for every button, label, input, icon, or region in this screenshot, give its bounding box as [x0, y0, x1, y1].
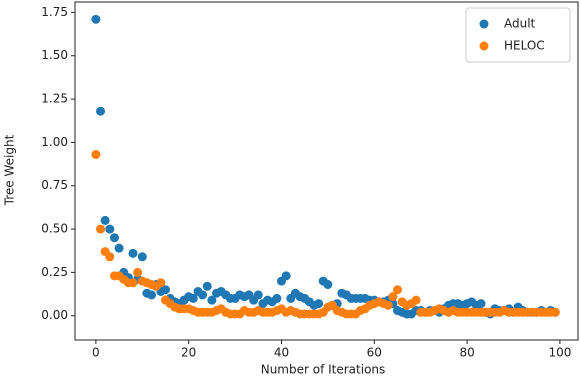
point [272, 293, 282, 303]
point [411, 295, 421, 305]
x-tick-label: 0 [92, 346, 100, 360]
point [96, 224, 106, 234]
point [383, 300, 393, 310]
y-tick-label: 1.00 [41, 135, 68, 149]
point [156, 278, 166, 288]
point [207, 295, 217, 305]
y-tick-label: 0.75 [41, 178, 68, 192]
point [202, 281, 212, 291]
y-tick-label: 1.50 [41, 48, 68, 62]
legend-box [465, 7, 571, 63]
point [388, 292, 398, 302]
legend-marker [479, 41, 489, 51]
point [100, 215, 110, 225]
point [133, 267, 143, 277]
x-tick-label: 40 [274, 346, 289, 360]
y-tick-label: 0.25 [41, 265, 68, 279]
x-tick-label: 100 [548, 346, 571, 360]
point [198, 290, 208, 300]
point [281, 271, 291, 281]
point [114, 243, 124, 253]
point [137, 252, 147, 262]
legend-label: Adult [504, 17, 536, 31]
point [160, 285, 170, 295]
y-tick-label: 0.00 [41, 308, 68, 322]
point [105, 224, 115, 234]
point [128, 278, 138, 288]
point [109, 233, 119, 243]
point [105, 252, 115, 262]
point [323, 280, 333, 290]
point [91, 14, 101, 24]
point [476, 299, 486, 309]
point [550, 307, 560, 317]
point [147, 290, 157, 300]
point [253, 290, 263, 300]
x-tick-label: 20 [181, 346, 196, 360]
plot-frame [74, 1, 579, 341]
legend-label: HELOC [504, 39, 545, 53]
y-tick-label: 0.50 [41, 222, 68, 236]
x-tick-label: 80 [459, 346, 474, 360]
y-axis-label: Tree Weight [3, 134, 17, 206]
point [91, 150, 101, 160]
point [96, 106, 106, 116]
x-tick-label: 60 [367, 346, 382, 360]
point [188, 293, 198, 303]
point [128, 248, 138, 258]
y-tick-label: 1.25 [41, 92, 68, 106]
legend-marker [479, 19, 489, 29]
point [392, 285, 402, 295]
x-axis-label: Number of Iterations [261, 363, 386, 377]
point [314, 299, 324, 309]
y-tick-label: 1.75 [41, 5, 68, 19]
